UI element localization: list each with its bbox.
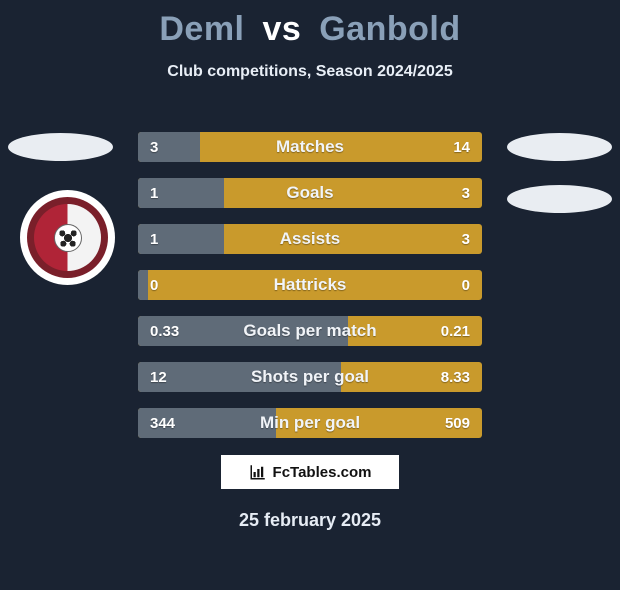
stat-label: Shots per goal (138, 362, 482, 392)
stat-row: 314Matches (138, 132, 482, 162)
player1-photo-placeholder (8, 133, 113, 161)
stat-row: 13Goals (138, 178, 482, 208)
comparison-title: Deml vs Ganbold (0, 10, 620, 49)
stat-label: Matches (138, 132, 482, 162)
player1-club-badge (20, 190, 115, 285)
player2-club-placeholder (507, 185, 612, 213)
stat-row: 0.330.21Goals per match (138, 316, 482, 346)
stat-row: 344509Min per goal (138, 408, 482, 438)
player2-photo-placeholder (507, 133, 612, 161)
stat-row: 00Hattricks (138, 270, 482, 300)
stat-row: 128.33Shots per goal (138, 362, 482, 392)
stat-row: 13Assists (138, 224, 482, 254)
vs-label: vs (262, 10, 301, 48)
chart-icon (249, 463, 267, 481)
brand-badge[interactable]: FcTables.com (220, 454, 400, 490)
player1-name: Deml (159, 10, 244, 48)
stat-label: Goals per match (138, 316, 482, 346)
stat-label: Assists (138, 224, 482, 254)
subtitle: Club competitions, Season 2024/2025 (0, 63, 620, 81)
stat-label: Hattricks (138, 270, 482, 300)
stats-panel: 314Matches 13Goals 13Assists 00Hattricks 0.3… (138, 132, 482, 438)
player2-name: Ganbold (319, 10, 460, 48)
snapshot-date: 25 february 2025 (0, 510, 620, 531)
stat-label: Min per goal (138, 408, 482, 438)
stat-label: Goals (138, 178, 482, 208)
brand-text: FcTables.com (273, 464, 372, 481)
